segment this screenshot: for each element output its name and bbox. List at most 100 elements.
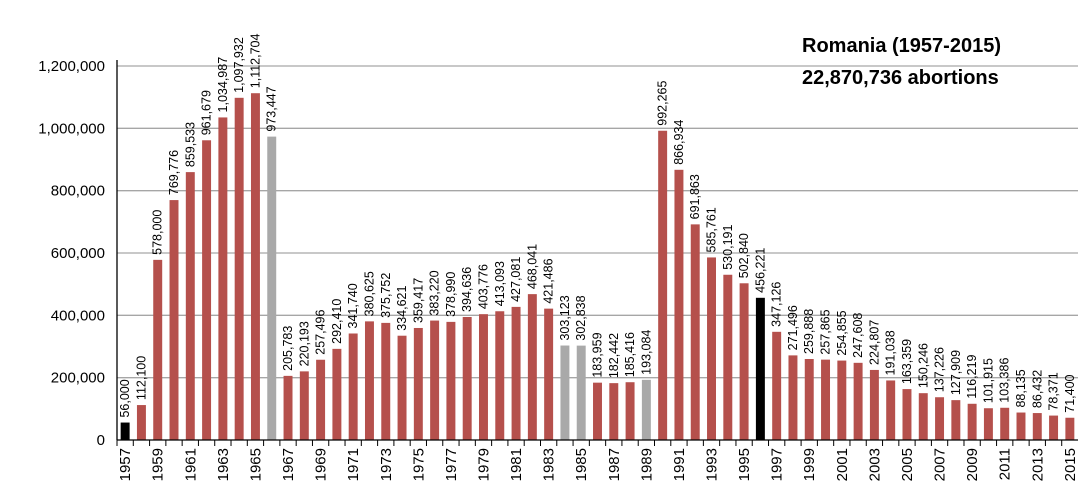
value-label: 292,410 [330, 299, 344, 344]
bar [381, 322, 391, 440]
y-tick-label: 400,000 [51, 307, 105, 324]
value-label: 380,625 [362, 271, 376, 316]
bar [935, 397, 945, 440]
value-label: 341,740 [346, 283, 360, 328]
value-label: 254,855 [835, 310, 849, 355]
x-tick-label: 1981 [508, 448, 525, 481]
bar [821, 359, 831, 440]
bar [511, 306, 521, 440]
x-tick-label: 1965 [247, 448, 264, 481]
x-tick-label: 1971 [345, 448, 362, 481]
y-tick-label: 1,200,000 [38, 58, 105, 75]
bar [658, 130, 668, 440]
bar [560, 345, 570, 440]
x-tick-label: 1969 [313, 448, 330, 481]
value-label: 247,608 [851, 313, 865, 358]
bar [332, 348, 342, 440]
x-tick-label: 2009 [964, 448, 981, 481]
x-tick-label: 1975 [410, 448, 427, 481]
bar [283, 375, 293, 440]
bar [593, 382, 602, 440]
value-label: 185,416 [623, 332, 637, 377]
value-label: 585,761 [705, 207, 719, 252]
value-label: 183,959 [591, 332, 605, 377]
value-label: 56,000 [118, 379, 132, 417]
bar [462, 317, 472, 440]
value-label: 257,496 [314, 310, 328, 355]
chart-subtitle: 22,870,736 abortions [802, 67, 999, 89]
bar [153, 259, 163, 440]
value-label: 691,863 [688, 174, 702, 219]
bar [983, 408, 993, 440]
x-tick-label: 1999 [801, 448, 818, 481]
value-label: 578,000 [151, 210, 165, 255]
y-tick-label: 1,000,000 [38, 120, 105, 137]
value-label: 259,888 [802, 309, 816, 354]
bar [234, 97, 244, 441]
value-label: 378,990 [444, 272, 458, 317]
bar [267, 136, 277, 441]
x-tick-label: 1991 [671, 448, 688, 481]
x-tick-label: 1997 [769, 448, 786, 481]
value-label: 1,034,987 [216, 57, 230, 113]
bar [495, 311, 505, 440]
x-tick-label: 1993 [704, 448, 721, 481]
x-tick-label: 1979 [475, 448, 492, 481]
bar [576, 345, 586, 440]
x-tick-label: 1973 [378, 448, 395, 481]
value-label: 86,432 [1030, 370, 1044, 408]
bar [967, 403, 977, 440]
value-label: 220,193 [297, 321, 311, 366]
value-label: 182,442 [607, 333, 621, 378]
bar [136, 405, 146, 440]
value-label: 101,915 [981, 358, 995, 403]
x-tick-label: 1959 [150, 448, 167, 481]
bar [690, 224, 700, 440]
value-label: 137,226 [933, 347, 947, 392]
bar [804, 359, 814, 440]
y-tick-label: 200,000 [51, 370, 105, 387]
y-tick-label: 600,000 [51, 245, 105, 262]
value-label: 112,100 [134, 356, 148, 400]
value-label: 394,636 [460, 267, 474, 312]
value-label: 88,135 [1014, 369, 1028, 407]
value-label: 191,038 [884, 330, 898, 375]
bar [739, 283, 749, 440]
x-tick-label: 2005 [899, 448, 916, 481]
value-label: 769,776 [167, 150, 181, 195]
bar [707, 257, 716, 440]
bar [316, 359, 326, 440]
x-tick-label: 2015 [1062, 448, 1079, 481]
bar [169, 200, 179, 440]
bar [430, 320, 440, 440]
x-tick-label: 2011 [997, 448, 1014, 480]
bar [185, 172, 195, 440]
value-label: 150,246 [916, 343, 930, 388]
x-tick-label: 2003 [866, 448, 883, 481]
value-label: 403,776 [476, 264, 490, 309]
value-label: 973,447 [265, 86, 279, 131]
bar [1016, 412, 1026, 440]
bar [609, 383, 619, 440]
value-label: 271,496 [786, 305, 800, 350]
bar [299, 371, 309, 440]
value-label: 427,081 [509, 257, 523, 302]
value-label: 859,533 [183, 122, 197, 167]
bar [1032, 413, 1042, 440]
value-label: 992,265 [656, 81, 670, 126]
bar [120, 422, 130, 440]
x-tick-label: 1985 [573, 448, 590, 481]
bar [348, 333, 358, 440]
bar [413, 327, 423, 440]
bar [446, 321, 456, 440]
x-tick-label: 1987 [606, 448, 623, 481]
x-tick-label: 1963 [215, 448, 232, 481]
bar [853, 362, 863, 440]
value-label: 302,838 [574, 295, 588, 340]
bar [723, 274, 733, 440]
value-label: 530,191 [721, 225, 735, 270]
bar [918, 393, 928, 440]
bar [397, 335, 407, 440]
value-label: 456,221 [753, 248, 767, 293]
